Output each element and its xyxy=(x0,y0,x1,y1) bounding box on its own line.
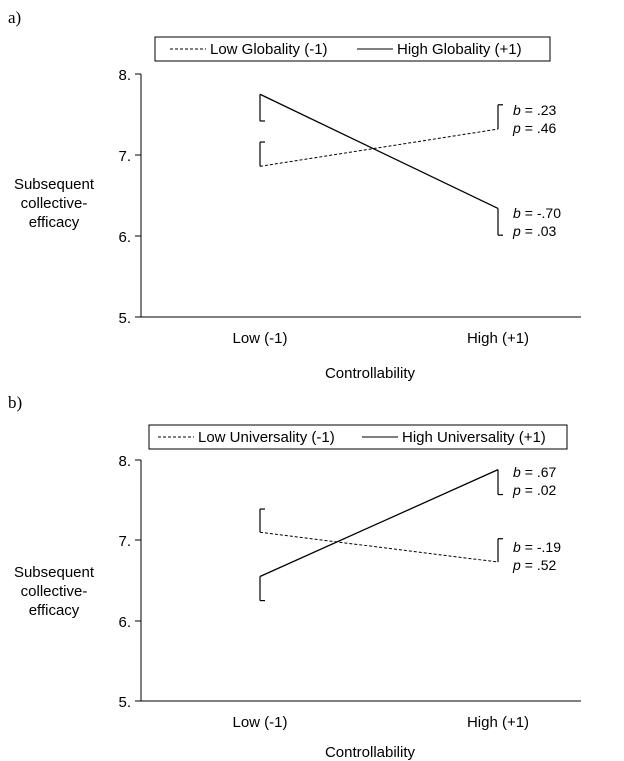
y-axis-label-line: collective- xyxy=(21,583,88,600)
stat-b-value: = .67 xyxy=(525,464,557,480)
svg-text:b= .23: b = .23 xyxy=(513,102,557,118)
panel-b: b) Low Universality (-1) High Universali… xyxy=(8,393,581,761)
y-tick-label: 7. xyxy=(118,148,131,165)
x-tick-label: High (+1) xyxy=(467,330,529,347)
stats-annotation: b = .23 p = .46 b = -.70 p = .03 xyxy=(512,102,561,239)
legend-entry-low: Low Globality (-1) xyxy=(210,41,328,58)
panel-label: a) xyxy=(8,8,21,27)
stats-annotation: b = .67 p = .02 b = -.19 p = .52 xyxy=(512,464,561,573)
panel-a: a) Low Globality (-1) High Globality (+1… xyxy=(8,8,581,382)
svg-text:p= .46: p = .46 xyxy=(512,120,557,136)
plot-area xyxy=(259,93,503,236)
x-tick-label: Low (-1) xyxy=(232,330,287,347)
svg-text:b= .67: b = .67 xyxy=(513,464,557,480)
legend-entry-high: High Globality (+1) xyxy=(397,41,522,58)
y-axis-label-line: efficacy xyxy=(29,602,80,619)
svg-text:p= .02: p = .02 xyxy=(512,482,557,498)
series-line-solid xyxy=(259,469,499,578)
y-tick-label: 6. xyxy=(118,614,131,631)
stat-p-symbol: p xyxy=(512,482,521,498)
legend-entry-high: High Universality (+1) xyxy=(402,429,546,446)
stat-b-symbol: b xyxy=(513,102,521,118)
stat-b-value: = .23 xyxy=(525,102,557,118)
stat-p-symbol: p xyxy=(512,223,521,239)
series-line-dashed xyxy=(259,531,499,563)
y-axis-label-line: Subsequent xyxy=(14,176,95,193)
stat-p-value: = .02 xyxy=(525,482,557,498)
y-tick-label: 8. xyxy=(118,453,131,470)
stat-b-symbol: b xyxy=(513,464,521,480)
x-axis-label: Controllability xyxy=(325,365,416,382)
stat-p-value: = .46 xyxy=(525,120,557,136)
y-tick-label: 8. xyxy=(118,67,131,84)
y-tick-label: 7. xyxy=(118,533,131,550)
y-axis-label-line: collective- xyxy=(21,195,88,212)
y-tick-label: 5. xyxy=(118,694,131,711)
y-axis-label-line: Subsequent xyxy=(14,564,95,581)
x-axis-label: Controllability xyxy=(325,744,416,761)
y-axis-label-line: efficacy xyxy=(29,214,80,231)
legend-box xyxy=(154,36,551,62)
svg-text:b= -.19: b = -.19 xyxy=(513,539,561,555)
legend: Low Globality (-1) High Globality (+1) xyxy=(154,36,551,62)
stat-p-symbol: p xyxy=(512,120,521,136)
series-line-solid xyxy=(259,93,499,210)
stat-b-symbol: b xyxy=(513,539,521,555)
svg-text:p= .03: p = .03 xyxy=(512,223,557,239)
series-line-dashed xyxy=(259,128,499,167)
svg-text:b= -.70: b = -.70 xyxy=(513,205,561,221)
legend-box xyxy=(148,424,568,450)
legend: Low Universality (-1) High Universality … xyxy=(148,424,568,450)
x-tick-label: High (+1) xyxy=(467,714,529,731)
stat-b-value: = -.70 xyxy=(525,205,561,221)
plot-area xyxy=(259,469,503,602)
stat-p-symbol: p xyxy=(512,557,521,573)
legend-entry-low: Low Universality (-1) xyxy=(198,429,335,446)
stat-p-value: = .52 xyxy=(525,557,557,573)
stat-p-value: = .03 xyxy=(525,223,557,239)
svg-text:p= .52: p = .52 xyxy=(512,557,557,573)
x-tick-label: Low (-1) xyxy=(232,714,287,731)
stat-b-symbol: b xyxy=(513,205,521,221)
panel-label: b) xyxy=(8,393,22,412)
y-tick-label: 5. xyxy=(118,310,131,327)
y-tick-label: 6. xyxy=(118,229,131,246)
stat-b-value: = -.19 xyxy=(525,539,561,555)
